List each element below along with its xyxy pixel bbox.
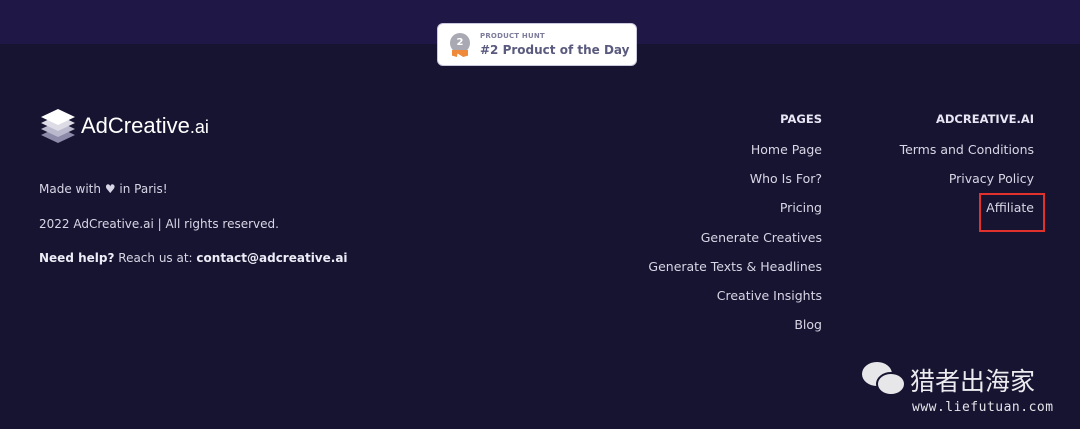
link-terms[interactable]: Terms and Conditions (899, 142, 1034, 157)
link-privacy[interactable]: Privacy Policy (948, 171, 1034, 187)
brand-name: AdCreative.ai (81, 113, 209, 138)
product-hunt-badge[interactable]: 2 PRODUCT HUNT #2 Product of the Day (437, 23, 637, 66)
copyright: 2022 AdCreative.ai | All rights reserved… (39, 217, 279, 231)
badge-kicker: PRODUCT HUNT (480, 32, 545, 40)
link-who-is-for[interactable]: Who Is For? (749, 171, 822, 187)
layers-logo-icon (39, 109, 77, 143)
watermark-url: www.liefutuan.com (912, 400, 1054, 415)
company-heading: ADCREATIVE.AI (935, 112, 1034, 126)
medal-icon: 2 (450, 33, 470, 53)
link-blog[interactable]: Blog (794, 317, 822, 333)
link-generate-creatives[interactable]: Generate Creatives (700, 229, 822, 245)
watermark-name: 猎者出海家 (910, 367, 1036, 396)
brand-logo[interactable]: AdCreative.ai (39, 109, 209, 143)
pages-heading: PAGES (780, 112, 822, 126)
heart-icon: ♥ (104, 182, 116, 196)
badge-title: #2 Product of the Day (480, 43, 630, 57)
help-text: Need help? Reach us at: contact@adcreati… (39, 251, 348, 265)
made-with-text: Made with ♥ in Paris! (39, 182, 168, 196)
ribbon-icon (452, 50, 468, 57)
email-link[interactable]: contact@adcreative.ai (196, 251, 348, 265)
link-affiliate[interactable]: Affiliate (986, 200, 1034, 216)
company-column: ADCREATIVE.AI Terms and Conditions Priva… (900, 112, 1034, 230)
link-pricing[interactable]: Pricing (779, 200, 822, 216)
link-home-page[interactable]: Home Page (750, 142, 822, 157)
affiliate-highlight-box (979, 193, 1045, 232)
pages-column: PAGES Home Page Who Is For? Pricing Gene… (648, 112, 822, 346)
link-generate-texts[interactable]: Generate Texts & Headlines (648, 258, 822, 274)
link-creative-insights[interactable]: Creative Insights (716, 287, 822, 303)
